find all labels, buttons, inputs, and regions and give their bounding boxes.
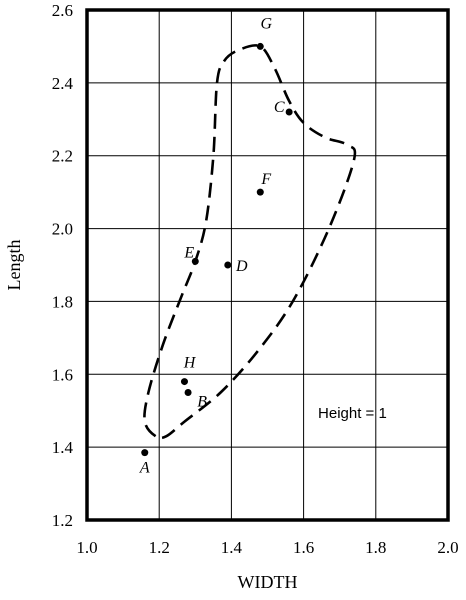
point-label-f: F — [260, 171, 271, 188]
x-tick-label: 1.4 — [221, 538, 243, 557]
y-tick-label: 2.6 — [52, 1, 73, 20]
data-point-d — [224, 261, 232, 269]
dashed-boundary — [143, 44, 357, 440]
y-tick-labels: 1.2 1.4 1.6 1.8 2.0 2.2 2.4 2.6 — [52, 1, 74, 530]
data-points: A B H E D F C G — [139, 15, 293, 477]
annotation-height: Height = 1 — [318, 405, 387, 422]
point-label-g: G — [260, 15, 272, 32]
data-point-a — [141, 449, 149, 457]
plot-frame — [85, 8, 450, 522]
x-tick-label: 1.6 — [293, 538, 314, 557]
y-tick-label: 2.0 — [52, 220, 73, 239]
y-tick-label: 2.4 — [52, 74, 74, 93]
point-label-c: C — [274, 99, 285, 116]
point-label-b: B — [197, 394, 207, 411]
point-label-h: H — [183, 355, 197, 372]
y-tick-label: 1.4 — [52, 438, 74, 457]
y-tick-label: 1.6 — [52, 365, 73, 384]
data-point-h — [180, 378, 188, 386]
data-point-b — [184, 389, 192, 396]
y-tick-label: 1.2 — [52, 511, 73, 530]
data-point-f — [256, 188, 264, 196]
data-point-c — [285, 108, 293, 116]
x-tick-labels: 1.0 1.2 1.4 1.6 1.8 2.0 — [76, 538, 458, 557]
point-label-a: A — [139, 460, 150, 477]
grid — [86, 9, 449, 521]
y-tick-label: 1.8 — [52, 292, 73, 311]
data-point-g — [256, 42, 264, 50]
x-tick-label: 1.8 — [365, 538, 386, 557]
x-tick-label: 2.0 — [437, 538, 458, 557]
x-tick-label: 1.2 — [149, 538, 170, 557]
x-tick-label: 1.0 — [76, 538, 97, 557]
point-label-d: D — [235, 258, 248, 275]
y-axis-title: Length — [4, 240, 24, 291]
data-point-e — [191, 257, 199, 265]
y-tick-label: 2.2 — [52, 147, 73, 166]
x-axis-title: WIDTH — [238, 572, 298, 592]
point-label-e: E — [183, 244, 194, 261]
